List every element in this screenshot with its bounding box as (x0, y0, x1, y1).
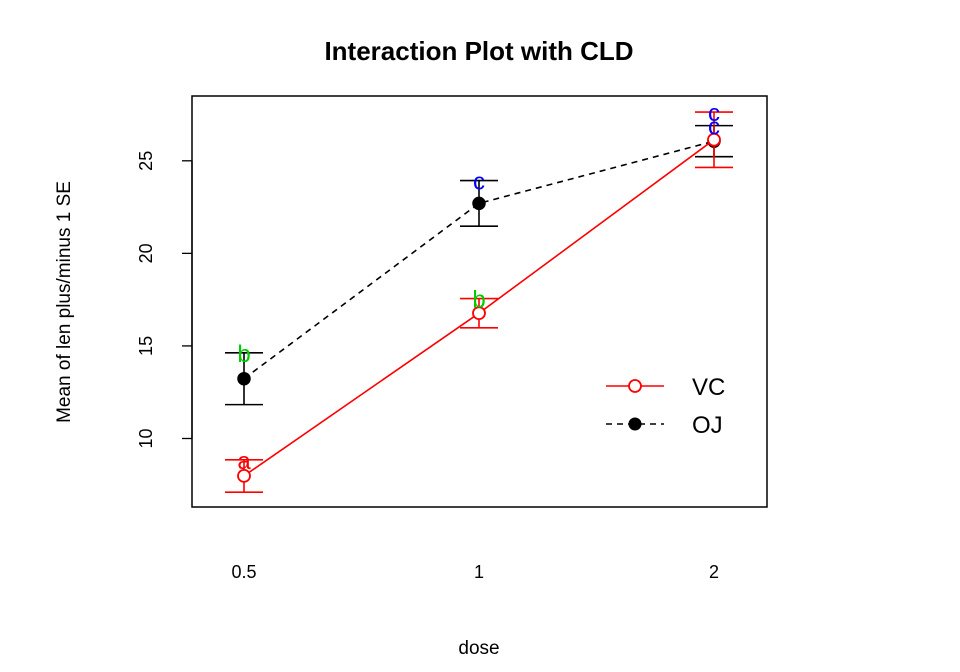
y-tick-label: 15 (136, 336, 156, 356)
legend-item-vc: VC (606, 374, 725, 401)
legend-marker (628, 379, 642, 393)
series-vc (225, 111, 733, 493)
chart-title: Interaction Plot with CLD (324, 36, 633, 66)
legend-label: OJ (692, 412, 723, 439)
cld-letter: a (237, 448, 251, 475)
data-point (707, 132, 721, 147)
y-tick-label: 25 (136, 151, 156, 171)
data-point (472, 306, 486, 321)
data-point (472, 196, 486, 211)
cld-letter: b (237, 341, 250, 368)
y-axis-label: Mean of len plus/minus 1 SE (54, 181, 75, 423)
cld-letter: c (708, 100, 720, 127)
legend-item-oj: OJ (606, 412, 723, 439)
legend-label: VC (692, 374, 725, 401)
legend-marker (628, 417, 642, 431)
cld-letter: c (708, 114, 720, 141)
x-tick-label: 1 (474, 562, 484, 582)
y-axis: 10 15 20 25 (136, 151, 193, 449)
data-point (237, 468, 251, 483)
legend: VC OJ (606, 374, 725, 439)
x-tick-label: 2 (709, 562, 719, 582)
series-line-oj (243, 140, 715, 380)
y-tick-label: 20 (136, 243, 156, 263)
y-tick-label: 10 (136, 428, 156, 448)
data-point (237, 371, 251, 386)
x-axis-label: dose (458, 638, 499, 659)
cld-letter: c (473, 169, 485, 196)
series-oj (225, 124, 733, 406)
cld-letter: b (472, 287, 485, 314)
x-tick-label: 0.5 (231, 562, 256, 582)
x-tick-labels: 0.5 1 2 (231, 562, 719, 582)
